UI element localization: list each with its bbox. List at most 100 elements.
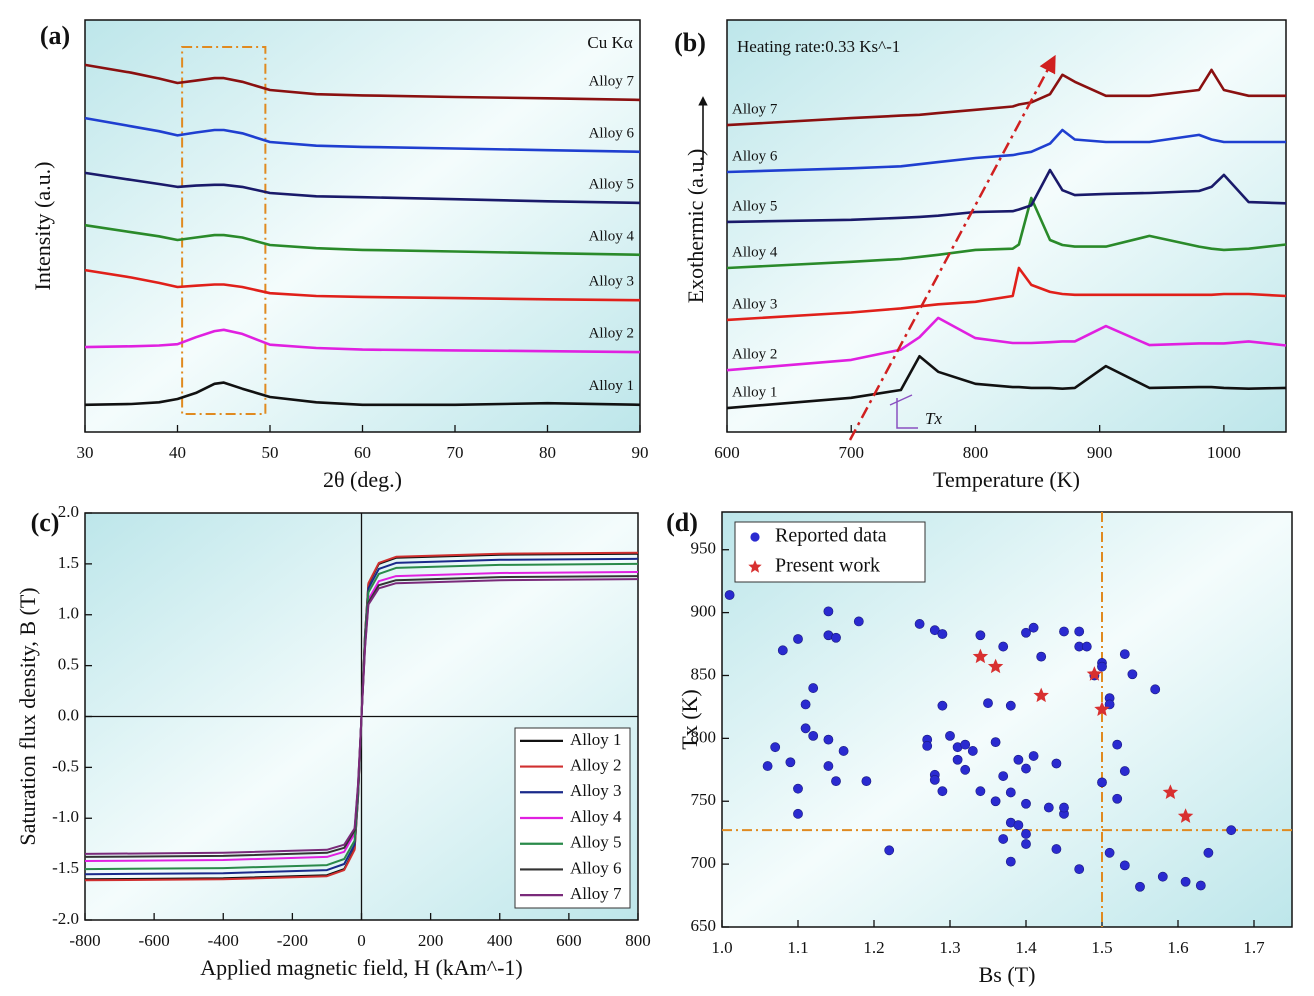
star-point	[987, 658, 1004, 674]
x-tick-label: 1.6	[1167, 938, 1188, 957]
scatter-point	[1081, 641, 1092, 652]
scatter-point	[937, 629, 948, 639]
x-tick-label: 1000	[1207, 443, 1241, 462]
y-tick-label: 1.0	[58, 604, 79, 623]
x-tick-label: 600	[556, 931, 582, 950]
panel-label: (c)	[31, 508, 60, 537]
scatter-point	[1180, 876, 1191, 887]
series-label: Alloy 2	[589, 326, 634, 342]
series-label: Alloy 7	[589, 73, 635, 89]
scatter-point	[831, 776, 841, 787]
scatter-point	[975, 630, 986, 641]
annotation: Cu Kα	[587, 33, 632, 52]
x-tick-label: -600	[139, 931, 170, 950]
scatter-point	[990, 737, 1001, 748]
y-tick-label: 650	[691, 916, 717, 935]
scatter-point	[770, 742, 781, 753]
x-tick-label: -200	[277, 931, 308, 950]
x-tick-label: -400	[208, 931, 239, 950]
x-tick-label: 700	[838, 443, 864, 462]
x-tick-label: 30	[77, 443, 94, 462]
y-axis-label: Tx (K)	[677, 689, 702, 749]
scatter-point	[990, 796, 1001, 807]
scatter-point	[823, 734, 834, 745]
scatter-point	[1043, 802, 1054, 813]
scatter-point	[1135, 881, 1145, 892]
star-point	[972, 648, 989, 664]
scatter-point	[998, 641, 1009, 652]
legend-label: Alloy 4	[570, 807, 622, 826]
y-axis-label: Saturation flux density, B (T)	[15, 587, 40, 845]
scatter-point	[762, 761, 773, 771]
series-label: Alloy 7	[732, 101, 778, 117]
x-tick-label: 800	[963, 443, 989, 462]
scatter-point	[1195, 880, 1206, 891]
legend-label: Reported data	[775, 525, 887, 547]
scatter-point	[1203, 847, 1214, 858]
star-point	[1033, 687, 1049, 703]
x-axis-label: 2θ (deg.)	[323, 467, 402, 492]
scatter-point	[808, 683, 819, 693]
series-line	[726, 266, 1287, 322]
panel-label: (b)	[674, 28, 706, 57]
scatter-point	[1097, 661, 1107, 672]
scatter-point	[945, 730, 955, 741]
scatter-point	[1021, 829, 1031, 839]
scatter-point	[960, 764, 971, 775]
legend-label: Present work	[775, 555, 880, 577]
series-label: Alloy 3	[589, 274, 634, 290]
scatter-point	[838, 746, 849, 756]
x-tick-label: 600	[714, 443, 740, 462]
series-line	[84, 116, 641, 154]
onset-marker	[889, 394, 918, 429]
y-axis-label: Exothermic (a.u.)	[683, 149, 708, 304]
series-line	[726, 354, 1287, 410]
x-tick-label: 50	[262, 443, 279, 462]
scatter-point	[1005, 700, 1016, 711]
scatter-point	[1119, 766, 1130, 776]
y-tick-label: 0.5	[58, 655, 79, 674]
series-line	[726, 316, 1287, 372]
scatter-point	[1021, 627, 1031, 638]
y-tick-label: -1.5	[52, 858, 79, 877]
scatter-point	[777, 645, 788, 656]
scatter-point	[922, 741, 933, 751]
series-label: Alloy 6	[732, 148, 778, 164]
series-line	[84, 328, 641, 354]
scatter-point	[1013, 754, 1024, 765]
trend-arrow	[848, 54, 1056, 441]
x-tick-label: 1.1	[787, 938, 808, 957]
scatter-point	[1036, 651, 1047, 662]
x-tick-label: 400	[487, 931, 513, 950]
star-point	[1094, 701, 1110, 716]
scatter-point	[831, 632, 841, 643]
x-tick-label: 1.0	[711, 938, 732, 957]
star-point	[1162, 784, 1179, 799]
x-axis-label: Bs (T)	[979, 962, 1036, 987]
y-tick-label: 2.0	[58, 502, 79, 521]
series-line	[84, 578, 639, 855]
x-tick-label: 200	[418, 931, 444, 950]
y-tick-label: 1.5	[58, 553, 79, 572]
series-line	[726, 68, 1286, 127]
series-label: Alloy 5	[589, 176, 634, 192]
scatter-point	[800, 723, 811, 734]
scatter-point	[1104, 699, 1115, 710]
x-tick-label: 80	[539, 443, 556, 462]
y-tick-label: 750	[691, 790, 717, 809]
scatter-point	[1005, 787, 1016, 798]
legend-label: Alloy 5	[570, 833, 621, 852]
scatter-point	[1059, 802, 1069, 813]
y-tick-label: 950	[691, 539, 717, 558]
panel-label: (a)	[40, 21, 70, 50]
scatter-point	[1051, 844, 1062, 854]
x-tick-label: 1.3	[939, 938, 960, 957]
highlight-box	[181, 46, 267, 415]
series-label: Alloy 2	[732, 347, 777, 363]
legend-label: Alloy 7	[570, 884, 622, 903]
series-line	[84, 223, 641, 257]
series-label: Alloy 5	[732, 198, 777, 214]
y-tick-label: 850	[691, 664, 717, 683]
x-tick-label: 900	[1087, 443, 1113, 462]
